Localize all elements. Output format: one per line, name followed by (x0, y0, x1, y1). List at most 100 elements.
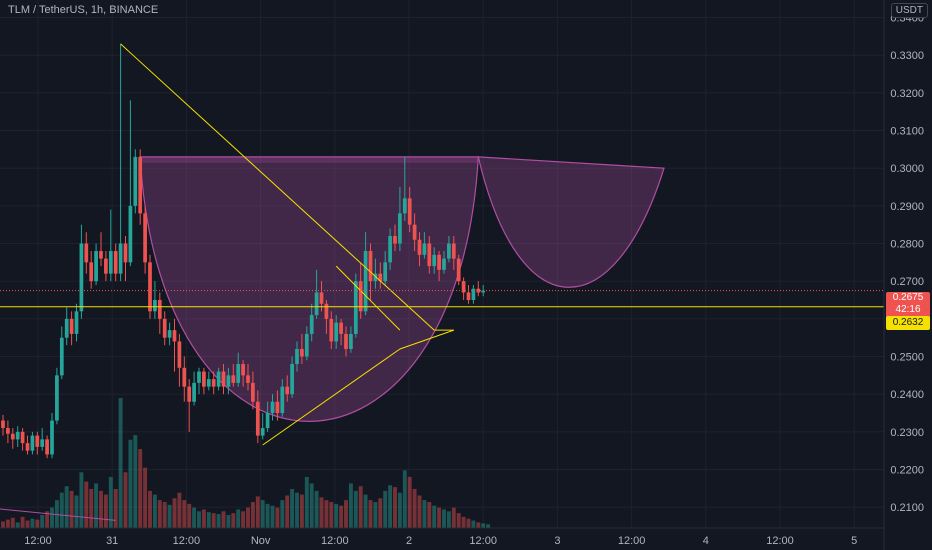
volume-bar (476, 522, 481, 528)
volume-bar (393, 487, 397, 528)
candle-body (388, 235, 392, 263)
cup-rim-band (140, 156, 479, 163)
volume-bar (290, 489, 295, 528)
volume-bar (437, 507, 442, 528)
volume-bar (25, 520, 30, 528)
candle-body (461, 281, 466, 293)
volume-bar (358, 486, 363, 528)
candle-body (25, 443, 30, 451)
volume-bar (451, 507, 456, 528)
price-tick-label: 0.2100 (890, 502, 924, 514)
candle-body (314, 292, 319, 316)
candle-body (393, 235, 397, 244)
volume-bar (54, 500, 59, 528)
candle-body (344, 333, 348, 349)
currency-label[interactable]: USDT (890, 3, 928, 18)
candle-body (153, 300, 157, 312)
volume-bar (363, 494, 368, 528)
candle-body (285, 386, 290, 395)
volume-bar (50, 507, 54, 528)
candle-body (211, 379, 216, 387)
volume-bar (236, 509, 241, 528)
price-tick-label: 0.3300 (890, 50, 924, 62)
candle-body (339, 322, 343, 334)
volume-bar (231, 513, 236, 528)
volume-bar (280, 500, 285, 528)
volume-bar (275, 507, 280, 528)
candle-body (255, 401, 260, 436)
volume-bar (143, 467, 148, 528)
volume-bar (304, 476, 309, 528)
time-tick-label: 5 (851, 535, 857, 547)
candle-body (74, 311, 79, 334)
volume-bar (167, 504, 172, 528)
volume-bar (295, 492, 299, 528)
volume-bar (187, 503, 192, 528)
candle-body (108, 251, 113, 274)
candle-body (378, 273, 383, 282)
volume-bar (221, 511, 226, 528)
volume-bar (79, 472, 84, 528)
volume-bar (1, 521, 5, 528)
candle-body (94, 251, 98, 282)
candle-body (280, 386, 285, 414)
candle-body (373, 273, 378, 282)
last-price-tag: 0.2675 42:16 (886, 292, 930, 318)
candle-body (55, 375, 59, 421)
volume-bar (285, 495, 290, 528)
volume-bar (20, 516, 25, 528)
trend-lines[interactable] (0, 43, 454, 521)
candle-body (197, 371, 201, 383)
candle-body (300, 348, 304, 357)
candle-body (251, 382, 255, 402)
lower-left-trend-line (0, 508, 116, 521)
candle-body (1, 420, 5, 429)
candle-body (6, 428, 10, 434)
volume-bar (412, 489, 417, 528)
candle-body (123, 243, 128, 263)
candle-body (334, 322, 339, 342)
volume-bar (113, 489, 118, 528)
price-levels (0, 290, 884, 308)
volume-bar (35, 519, 40, 528)
ascending-trend-line (262, 348, 401, 446)
volume-bar (260, 500, 265, 528)
candle-body (30, 435, 35, 451)
volume-bar (427, 502, 432, 528)
volume-bar (152, 494, 157, 528)
cup-and-handle-pattern[interactable] (139, 156, 665, 422)
volume-bar (30, 518, 35, 528)
symbol-title[interactable]: TLM / TetherUS, 1h, BINANCE (8, 4, 159, 16)
candle-body (45, 439, 49, 455)
candle-body (50, 420, 54, 455)
candle-body (265, 413, 270, 429)
candle-body (187, 386, 192, 402)
volume-bar (299, 494, 304, 528)
price-tick-label: 0.2900 (890, 201, 924, 213)
candle-body (309, 315, 314, 334)
price-axis[interactable]: 0.34000.33000.32000.31000.30000.29000.28… (883, 0, 924, 550)
candle-body (368, 251, 373, 282)
volume-bar (314, 490, 319, 528)
time-tick-label: 12:00 (321, 535, 349, 547)
volume-bar (94, 483, 99, 528)
candle-body (143, 213, 147, 263)
volume-bar (265, 503, 270, 528)
descending-trend-line (120, 43, 435, 331)
candle-body (402, 198, 407, 214)
candle-body (113, 251, 118, 274)
volume-bar (309, 483, 314, 528)
candle-body (451, 243, 456, 259)
time-tick-label: 3 (554, 535, 560, 547)
candle-body (349, 333, 353, 349)
candle-body (275, 401, 280, 414)
time-tick-label: 12:00 (766, 535, 794, 547)
candle-body (84, 243, 89, 263)
volume-bar (481, 523, 486, 528)
time-axis[interactable]: 12:00 31 12:00 Nov 12:00 2 12:00 3 12:00 4 12:00 5 (0, 527, 884, 547)
volume-bar (108, 476, 113, 528)
volume-bar (324, 500, 329, 528)
candle-body (104, 258, 108, 274)
